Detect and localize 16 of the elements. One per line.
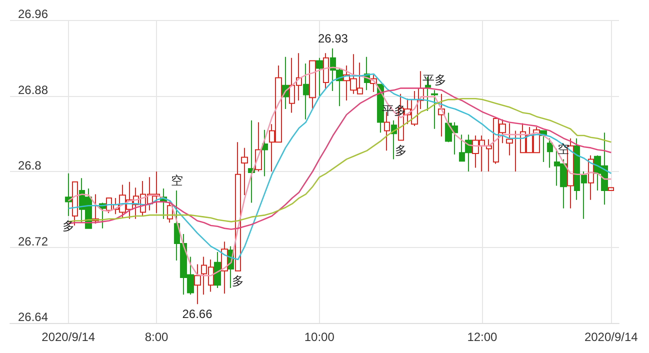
annotation: 空 (170, 173, 183, 188)
x-tick-label: 2020/9/14 (584, 330, 638, 344)
annotation: 26.66 (182, 307, 213, 322)
x-tick-label: 12:00 (467, 330, 498, 344)
y-tick-label: 26.8 (18, 158, 42, 172)
x-tick-label: 2020/9/14 (42, 330, 96, 344)
annotation: 多 (232, 274, 244, 288)
y-tick-label: 26.72 (18, 234, 48, 248)
y-tick-label: 26.64 (18, 310, 48, 324)
annotation: 多 (62, 219, 74, 234)
annotation: 多 (394, 143, 407, 158)
x-tick-label: 10:00 (304, 330, 335, 344)
x-tick-label: 8:00 (144, 330, 169, 344)
annotation: 26.93 (318, 31, 348, 46)
y-tick-label: 26.88 (18, 82, 48, 97)
y-tick-label: 26.96 (18, 7, 48, 21)
